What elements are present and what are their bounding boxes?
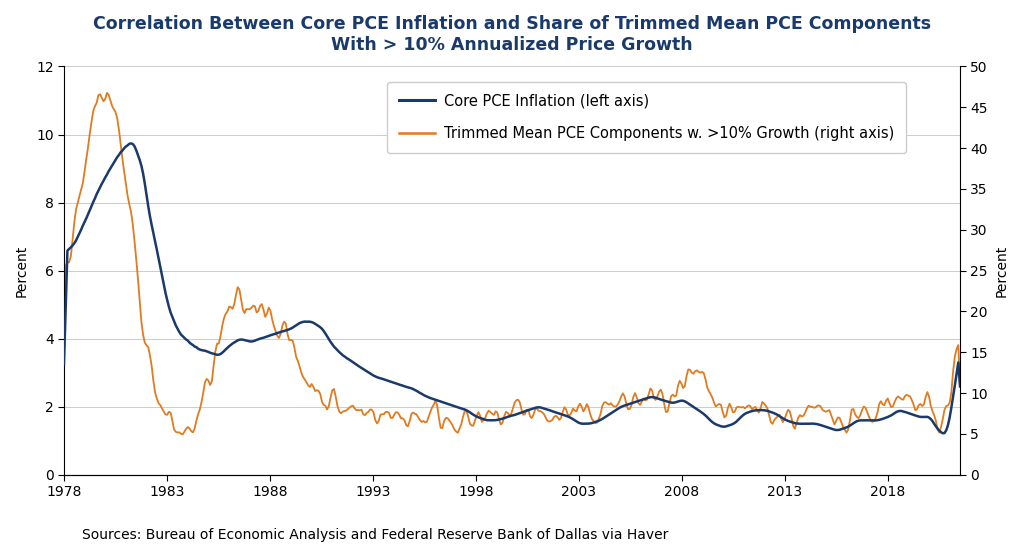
Y-axis label: Percent: Percent bbox=[15, 245, 29, 296]
Title: Correlation Between Core PCE Inflation and Share of Trimmed Mean PCE Components
: Correlation Between Core PCE Inflation a… bbox=[93, 15, 931, 54]
Y-axis label: Percent: Percent bbox=[995, 245, 1009, 296]
Legend: Core PCE Inflation (left axis), Trimmed Mean PCE Components w. >10% Growth (righ: Core PCE Inflation (left axis), Trimmed … bbox=[387, 82, 906, 153]
Text: Sources: Bureau of Economic Analysis and Federal Reserve Bank of Dallas via Have: Sources: Bureau of Economic Analysis and… bbox=[82, 527, 669, 542]
